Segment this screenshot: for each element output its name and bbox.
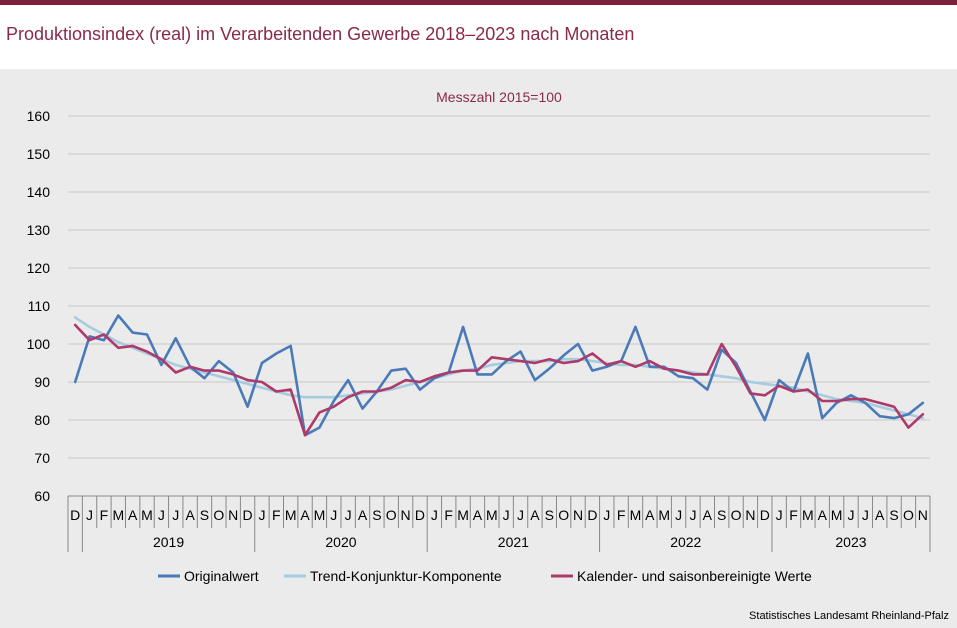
x-tick-label: M	[802, 507, 814, 523]
x-tick-label: J	[345, 507, 352, 523]
x-tick-label: D	[760, 507, 770, 523]
year-label: 2021	[498, 534, 529, 550]
x-tick-label: J	[86, 507, 93, 523]
x-tick-label: F	[272, 507, 281, 523]
y-tick-label: 80	[34, 412, 50, 428]
x-tick-label: M	[457, 507, 469, 523]
x-tick-label: A	[818, 507, 828, 523]
x-tick-label: F	[617, 507, 626, 523]
x-tick-label: J	[689, 507, 696, 523]
x-tick-label: A	[185, 507, 195, 523]
x-tick-label: A	[128, 507, 138, 523]
x-tick-label: M	[285, 507, 297, 523]
x-tick-label: M	[141, 507, 153, 523]
x-tick-label: M	[112, 507, 124, 523]
x-tick-label: F	[789, 507, 798, 523]
chart-legend: Originalwert Trend-Konjunktur-Komponente K…	[158, 568, 812, 584]
series-lines	[73, 314, 925, 437]
x-tick-label: J	[675, 507, 682, 523]
grid-lines	[68, 115, 930, 459]
page-title: Produktionsindex (real) im Verarbeitende…	[6, 24, 635, 44]
x-tick-label: O	[558, 507, 569, 523]
x-tick-label: F	[444, 507, 453, 523]
x-tick-label: N	[228, 507, 238, 523]
y-tick-label: 110	[28, 298, 51, 314]
x-tick-label: N	[918, 507, 928, 523]
x-tick-label: N	[573, 507, 583, 523]
x-tick-label: N	[401, 507, 411, 523]
legend-label: Kalender- und saisonbereinigte Werte	[577, 568, 812, 584]
x-tick-label: J	[847, 507, 854, 523]
x-tick-label: J	[517, 507, 524, 523]
x-tick-label: A	[530, 507, 540, 523]
x-tick-label: J	[431, 507, 438, 523]
y-tick-label: 130	[27, 222, 51, 238]
y-axis: 60 70 80 90 100 110 120 130 140 150 160	[27, 108, 51, 504]
x-tick-label: M	[314, 507, 326, 523]
x-tick-label: M	[630, 507, 642, 523]
y-tick-label: 70	[34, 450, 50, 466]
x-tick-label: D	[243, 507, 253, 523]
x-tick-label: D	[587, 507, 597, 523]
y-tick-label: 60	[34, 488, 50, 504]
x-tick-label: O	[213, 507, 224, 523]
x-tick-label: A	[358, 507, 368, 523]
y-tick-label: 120	[27, 260, 51, 276]
x-tick-label: D	[415, 507, 425, 523]
x-tick-label: O	[903, 507, 914, 523]
year-label: 2022	[670, 534, 701, 550]
x-tick-label: S	[889, 507, 898, 523]
x-tick-label: J	[330, 507, 337, 523]
x-tick-label: J	[258, 507, 265, 523]
year-label: 2020	[325, 534, 356, 550]
source-note: Statistisches Landesamt Rheinland-Pfalz	[749, 610, 949, 622]
x-tick-label: O	[386, 507, 397, 523]
x-tick-label: M	[486, 507, 498, 523]
x-tick-label: M	[831, 507, 843, 523]
series-line	[73, 314, 925, 437]
x-tick-label: J	[603, 507, 610, 523]
x-tick-label: J	[172, 507, 179, 523]
legend-label: Originalwert	[184, 568, 259, 584]
year-label: 2023	[835, 534, 866, 550]
x-tick-label: S	[372, 507, 381, 523]
chart-panel	[0, 69, 957, 628]
y-tick-label: 160	[27, 108, 51, 124]
x-tick-label: A	[473, 507, 483, 523]
y-tick-label: 100	[27, 336, 51, 352]
top-accent-bar	[0, 0, 957, 5]
chart-subtitle: Messzahl 2015=100	[436, 89, 562, 105]
y-tick-label: 90	[34, 374, 50, 390]
legend-label: Trend-Konjunktur-Komponente	[310, 568, 502, 584]
x-tick-label: D	[70, 507, 80, 523]
x-tick-label: S	[200, 507, 209, 523]
x-tick-label: M	[658, 507, 670, 523]
x-tick-label: J	[862, 507, 869, 523]
x-tick-label: A	[703, 507, 713, 523]
y-tick-label: 150	[27, 146, 51, 162]
x-tick-label: F	[100, 507, 109, 523]
x-tick-label: J	[776, 507, 783, 523]
x-tick-label: S	[717, 507, 726, 523]
year-label: 2019	[153, 534, 184, 550]
x-tick-label: J	[503, 507, 510, 523]
x-tick-label: S	[545, 507, 554, 523]
x-tick-label: O	[731, 507, 742, 523]
x-tick-label: J	[158, 507, 165, 523]
x-tick-label: A	[645, 507, 655, 523]
x-tick-label: A	[300, 507, 310, 523]
x-tick-label: A	[875, 507, 885, 523]
x-tick-label: N	[745, 507, 755, 523]
series-line	[73, 323, 925, 437]
y-tick-label: 140	[27, 184, 51, 200]
